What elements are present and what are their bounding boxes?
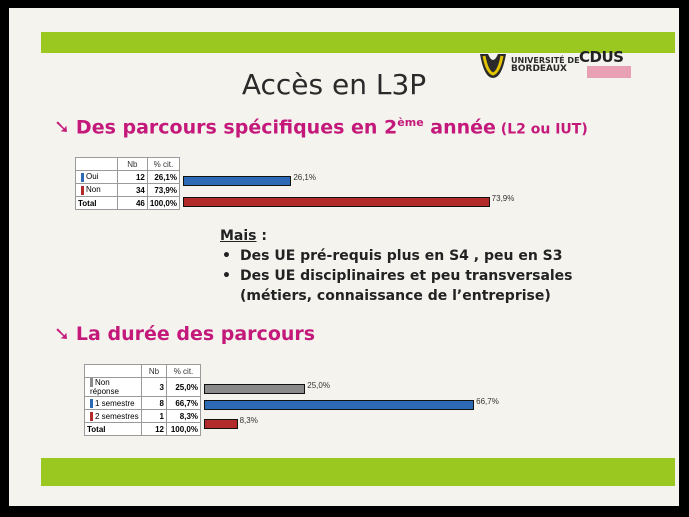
- cdus-logo: CDUS: [579, 48, 635, 82]
- row-label: 1 semestre: [84, 396, 142, 411]
- bar-data-label: 73,9%: [491, 194, 515, 203]
- bullet-icon: •: [222, 268, 231, 284]
- color-swatch: [90, 412, 93, 422]
- row-label-text: Non: [86, 185, 101, 195]
- table-header-cell: [75, 157, 118, 171]
- total-pct: 100,0%: [146, 196, 181, 210]
- mais-label: Mais :: [220, 228, 267, 244]
- total-label: Total: [84, 422, 142, 437]
- chart-bar: [204, 400, 475, 410]
- logo-line1: UNIVERSITÉ DE: [511, 56, 580, 65]
- row-label-text: 2 semestres: [95, 411, 139, 421]
- row-nb: 1: [141, 409, 167, 424]
- bullet-text: Des UE disciplinaires et peu transversal…: [240, 268, 573, 284]
- bar-data-label: 25,0%: [307, 381, 330, 390]
- university-emblem-icon: [480, 54, 506, 78]
- chart1-table: Nb % cit. Oui 12 26,1% Non 34 73,9% Tota…: [75, 157, 181, 210]
- table-header-cell: [84, 364, 142, 378]
- total-label: Total: [75, 196, 118, 210]
- table-row: Non 34 73,9%: [75, 183, 181, 197]
- slide: Accès en L3P UNIVERSITÉ DE BORDEAUX CDUS…: [9, 8, 679, 506]
- row-label: Oui: [75, 170, 118, 184]
- bullet-icon: •: [222, 248, 231, 264]
- table-header-row: Nb % cit.: [75, 157, 181, 171]
- total-nb: 46: [116, 196, 148, 210]
- row-pct: 8,3%: [166, 409, 201, 424]
- row-nb: 8: [141, 396, 167, 411]
- row-label: Non: [75, 183, 118, 197]
- slide-title: Accès en L3P: [241, 68, 427, 101]
- bottom-accent-bar: [41, 458, 675, 486]
- color-swatch: [90, 399, 93, 409]
- table-header-cell: Nb: [141, 364, 167, 378]
- universite-logo-text: UNIVERSITÉ DE BORDEAUX: [511, 56, 580, 74]
- chart-bar: [183, 197, 490, 207]
- logo-line2: BORDEAUX: [511, 64, 567, 74]
- bullet-text: Des UE pré-requis plus en S4 , peu en S3: [240, 248, 563, 264]
- color-swatch: [81, 185, 84, 195]
- mais-colon: :: [256, 228, 267, 244]
- row-pct: 73,9%: [146, 183, 181, 197]
- row-nb: 3: [141, 376, 167, 398]
- row-label: 2 semestres: [84, 409, 142, 424]
- table-header-cell: % cit.: [146, 157, 181, 171]
- universite-bordeaux-logo: UNIVERSITÉ DE BORDEAUX: [478, 52, 583, 82]
- mais-bullet-list: • Des UE pré-requis plus en S4 , peu en S…: [220, 246, 573, 306]
- cdus-logo-band: [587, 66, 631, 78]
- table-row: Oui 12 26,1%: [75, 170, 181, 184]
- color-swatch: [90, 378, 93, 388]
- table-row: 1 semestre 8 66,7%: [84, 396, 201, 411]
- chart-bar: [204, 419, 238, 429]
- section2-heading-text: La durée des parcours: [75, 323, 316, 345]
- row-pct: 26,1%: [146, 170, 181, 184]
- total-pct: 100,0%: [166, 422, 201, 437]
- cdus-logo-text: CDUS: [579, 48, 624, 66]
- row-nb: 12: [116, 170, 148, 184]
- table-row: 2 semestres 1 8,3%: [84, 409, 201, 424]
- bar-data-label: 26,1%: [293, 173, 316, 182]
- row-label: Non réponse: [84, 376, 142, 398]
- row-label-text: 1 semestre: [95, 398, 135, 408]
- section1-heading-main: Des parcours spécifiques en 2: [75, 116, 398, 139]
- color-swatch: [81, 172, 84, 182]
- table-total-row: Total 46 100,0%: [75, 196, 181, 210]
- table-row: Non réponse 3 25,0%: [84, 376, 201, 398]
- bullet-text: (métiers, connaissance de l’entreprise): [240, 288, 551, 304]
- total-nb: 12: [141, 422, 167, 437]
- row-label-text: Oui: [86, 172, 99, 182]
- table-header-cell: Nb: [116, 157, 148, 171]
- row-pct: 25,0%: [166, 376, 201, 398]
- row-pct: 66,7%: [166, 396, 201, 411]
- arrow-down-right-icon: ➘: [54, 116, 70, 139]
- arrow-down-right-icon: ➘: [54, 323, 70, 345]
- section2-heading: ➘ La durée des parcours: [54, 323, 315, 345]
- mais-word: Mais: [220, 228, 257, 244]
- list-item: • Des UE disciplinaires et peu transversa…: [220, 266, 573, 286]
- table-total-row: Total 12 100,0%: [84, 422, 201, 437]
- list-item: (métiers, connaissance de l’entreprise): [220, 286, 573, 306]
- chart-bar: [183, 176, 292, 186]
- section1-heading: ➘ Des parcours spécifiques en 2ème année …: [54, 116, 588, 138]
- bar-data-label: 66,7%: [476, 397, 499, 406]
- row-nb: 34: [116, 183, 148, 197]
- section1-heading-after: année: [423, 116, 496, 139]
- chart2-table: Nb % cit. Non réponse 3 25,0% 1 semestre…: [84, 364, 201, 437]
- section1-heading-small: (L2 ou IUT): [495, 121, 588, 138]
- chart-bar: [204, 384, 306, 394]
- top-accent-bar: [41, 32, 675, 53]
- list-item: • Des UE pré-requis plus en S4 , peu en S…: [220, 246, 573, 266]
- section1-heading-sup: ème: [397, 116, 424, 129]
- table-header-row: Nb % cit.: [84, 364, 201, 378]
- bar-data-label: 8,3%: [239, 416, 258, 425]
- table-header-cell: % cit.: [166, 364, 201, 378]
- row-label-text: Non réponse: [90, 378, 119, 397]
